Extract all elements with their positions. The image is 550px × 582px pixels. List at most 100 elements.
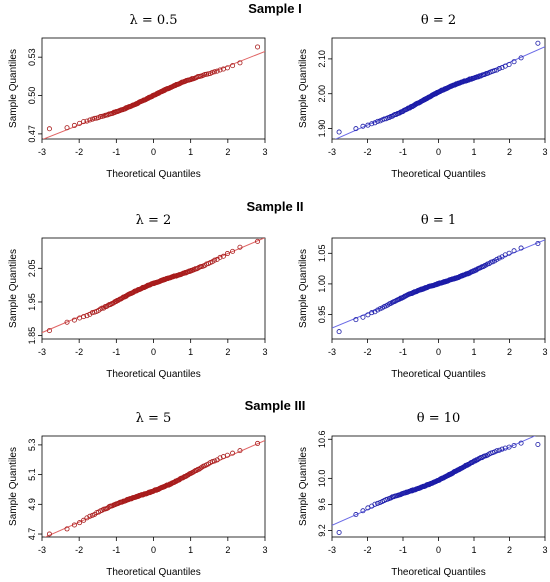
plot-5-point: [77, 520, 83, 526]
plot-5-x-axis-label: Theoretical Quantiles: [106, 567, 201, 578]
plot-1-point: [81, 119, 87, 125]
plot-6-y-tick-label: 9.6: [317, 498, 327, 511]
plot-2-point: [506, 62, 512, 68]
plot-4-point: [377, 306, 383, 312]
plot-4-x-tick-label: 3: [542, 347, 547, 357]
plot-3-y-tick-label: 1.85: [27, 327, 37, 345]
plot-1-point: [217, 67, 223, 73]
plot-1-points: [46, 44, 261, 132]
plot-4-point: [353, 317, 359, 323]
plot-4-x-axis-label: Theoretical Quantiles: [391, 369, 486, 380]
plot-3-point: [224, 251, 230, 257]
plot-1-point: [77, 120, 83, 126]
plot-3-title: λ = 2: [136, 213, 172, 228]
plot-5-point: [46, 531, 52, 537]
plot-4-point: [478, 265, 484, 271]
plot-4-point: [518, 245, 524, 251]
plot-4-x-tick-label: 2: [507, 347, 512, 357]
plot-6-point: [506, 444, 512, 450]
plot-2-point: [372, 120, 378, 126]
plot-3-y-tick-label: 2.05: [27, 260, 37, 278]
plot-3-point: [212, 257, 218, 263]
plot-5-x-tick-label: 3: [262, 545, 267, 555]
plot-2-point: [353, 126, 359, 132]
plot-1-x-axis-label: Theoretical Quantiles: [106, 169, 201, 180]
plot-1-point: [230, 63, 236, 69]
plot-5-x-tick-label: 0: [151, 545, 156, 555]
plot-4-y-tick-label: 1.05: [317, 245, 327, 263]
plot-6-point: [499, 446, 505, 452]
plot-6-x-tick-label: 1: [471, 545, 476, 555]
plot-6-x-tick-label: 0: [436, 545, 441, 555]
plot-4-point: [369, 310, 375, 316]
plot-3-point: [101, 305, 107, 311]
plot-1-point: [87, 117, 93, 123]
plot-2-x-tick-label: 3: [542, 147, 547, 157]
plot-4-point: [511, 248, 517, 254]
plot-6-points: [336, 440, 541, 535]
plot-5-point: [84, 515, 90, 521]
plot-3-point: [92, 309, 98, 315]
plot-1-point: [71, 122, 77, 128]
plot-6-point: [511, 443, 517, 449]
plot-6-point: [375, 500, 381, 506]
plot-6-point: [388, 495, 394, 501]
plot-1-x-tick-label: 3: [262, 147, 267, 157]
plot-2-frame: [331, 37, 546, 140]
plot-5-point: [224, 452, 230, 458]
plot-5-point: [255, 440, 261, 446]
plot-4-point: [375, 307, 381, 313]
plot-6-x-tick-label: -1: [399, 545, 407, 555]
plot-3-point: [220, 253, 226, 259]
plot-1-point: [224, 65, 230, 71]
plot-2-point: [369, 121, 375, 127]
plot-5-y-tick-label: 4.7: [27, 528, 37, 541]
plot-5-point: [64, 526, 70, 532]
plot-1-y-tick-label: 0.47: [27, 125, 37, 143]
plot-4-x-tick-label: 0: [436, 347, 441, 357]
plot-6-title: θ = 10: [417, 411, 461, 426]
plot-6-x-tick-label: 3: [542, 545, 547, 555]
plot-5-point: [89, 512, 95, 518]
plot-3-y-axis-label: Sample Quantiles: [8, 249, 19, 328]
plot-4-y-axis-label: Sample Quantiles: [298, 249, 309, 328]
plot-2-x-tick-label: 1: [471, 147, 476, 157]
plot-2-title: θ = 2: [421, 13, 456, 28]
plot-2-point: [511, 59, 517, 65]
plot-6-point: [360, 508, 366, 514]
plot-5-point: [217, 455, 223, 461]
plot-1-point: [84, 118, 90, 124]
plot-6-x-tick-label: 2: [507, 545, 512, 555]
plot-5-y-tick-label: 5.1: [27, 468, 37, 481]
plot-4-point: [336, 329, 342, 335]
plot-6-point: [496, 447, 502, 453]
plot-1-x-tick-label: 0: [151, 147, 156, 157]
plot-3-point: [71, 317, 77, 323]
plot-4-point: [535, 241, 541, 247]
plot-6-point: [372, 501, 378, 507]
plot-3-x-tick-label: -1: [112, 347, 120, 357]
plot-4-point: [496, 255, 502, 261]
plot-5-point: [87, 513, 93, 519]
plot-6-point: [535, 441, 541, 447]
plot-1-x-tick-label: -3: [38, 147, 46, 157]
plot-6-y-tick-label: 10.0: [317, 470, 327, 488]
plot-5-points: [46, 440, 261, 537]
plot-5-point: [212, 458, 218, 464]
plot-6-y-tick-label: 9.2: [317, 524, 327, 537]
sample-title-3: Sample III: [244, 398, 306, 413]
plot-3-points: [46, 238, 261, 334]
plot-4-x-tick-label: -2: [363, 347, 371, 357]
plot-1-x-tick-label: -2: [75, 147, 83, 157]
plot-2-x-tick-label: 2: [507, 147, 512, 157]
plot-1-point: [214, 68, 220, 74]
plot-1-point: [89, 116, 95, 122]
plot-4-point: [506, 250, 512, 256]
plot-3-point: [46, 328, 52, 334]
plot-6-y-axis-label: Sample Quantiles: [298, 447, 309, 526]
plot-2-y-tick-label: 2.10: [317, 50, 327, 68]
plot-3-point: [237, 244, 243, 250]
plot-6-point: [518, 440, 524, 446]
plot-4-x-tick-label: 1: [471, 347, 476, 357]
